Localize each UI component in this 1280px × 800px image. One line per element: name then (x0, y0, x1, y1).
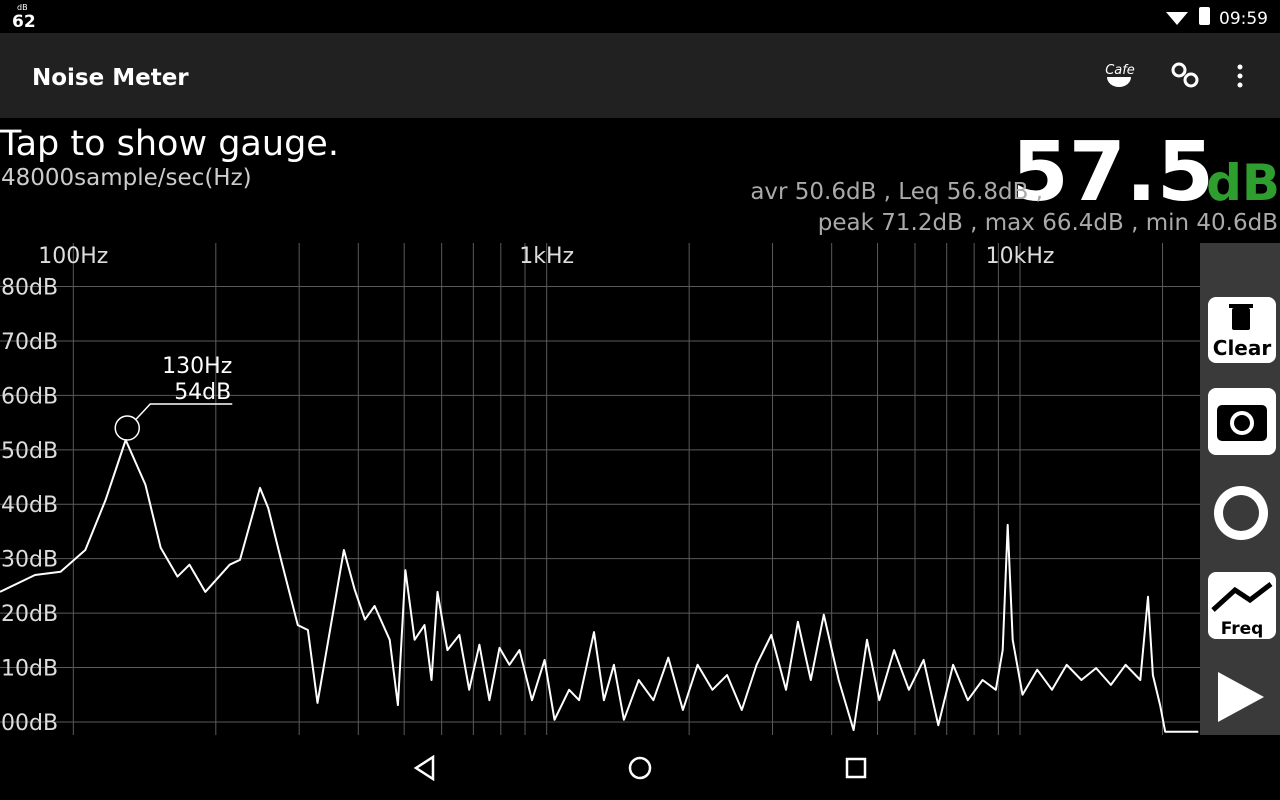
cafe-label: Cafe (1105, 63, 1135, 78)
y-tick-label: 10dB (1, 657, 58, 682)
status-time: 09:59 (1219, 9, 1268, 29)
gear-button[interactable] (1214, 486, 1268, 540)
cafe-cup (1107, 77, 1131, 87)
y-tick-label: 50dB (1, 439, 58, 464)
y-tick-label: 00dB (1, 711, 58, 736)
peak-leader (135, 403, 233, 420)
app-title: Noise Meter (32, 65, 189, 91)
overflow-menu[interactable] (1237, 64, 1243, 88)
x-tick-label: 1kHz (519, 244, 574, 269)
stats-line-1: avr 50.6dB , Leq 56.8dB , (750, 179, 1043, 205)
wifi-icon (1166, 12, 1188, 25)
spectrum-chart: 100Hz 1kHz 10kHz 00dB 10dB 20dB 30dB 40dB 50dB 60… (0, 243, 1200, 736)
battery-icon (1199, 7, 1210, 25)
peak-marker (114, 415, 141, 441)
gauge-hint[interactable]: Tap to show gauge. (0, 124, 339, 164)
level-unit: dB (1206, 154, 1280, 212)
clear-label: Clear (1213, 336, 1272, 360)
play-button[interactable] (1218, 672, 1264, 722)
spectrum-line (0, 439, 1199, 733)
y-tick-label: 70dB (1, 330, 58, 355)
y-tick-label: 60dB (1, 384, 58, 409)
nav-home[interactable] (628, 756, 652, 780)
camera-button[interactable] (1208, 388, 1276, 455)
x-tick-label: 10kHz (986, 244, 1055, 269)
app-bar (0, 33, 1280, 118)
nav-back[interactable] (413, 754, 435, 782)
clear-button[interactable]: Clear (1208, 297, 1276, 363)
stats-line-2: peak 71.2dB , max 66.4dB , min 40.6dB (818, 210, 1278, 236)
freq-label: Freq (1221, 619, 1264, 639)
y-tick-label: 20dB (1, 602, 58, 627)
peak-level: 54dB (174, 380, 231, 405)
y-tick-label: 40dB (1, 493, 58, 518)
freq-button[interactable]: Freq (1208, 572, 1276, 639)
x-tick-label: 100Hz (38, 244, 108, 269)
sample-rate: 48000sample/sec(Hz) (1, 165, 252, 191)
y-tick-label: 30dB (1, 548, 58, 573)
level-value: 57.5 (1012, 125, 1214, 220)
settings-button[interactable] (1171, 62, 1199, 88)
status-level: 62 (12, 12, 36, 32)
cafe-button[interactable]: Cafe (1105, 63, 1135, 87)
peak-frequency: 130Hz (162, 354, 232, 379)
nav-recents[interactable] (845, 757, 867, 779)
y-tick-label: 80dB (1, 276, 58, 301)
status-level-unit: dB (17, 3, 28, 12)
